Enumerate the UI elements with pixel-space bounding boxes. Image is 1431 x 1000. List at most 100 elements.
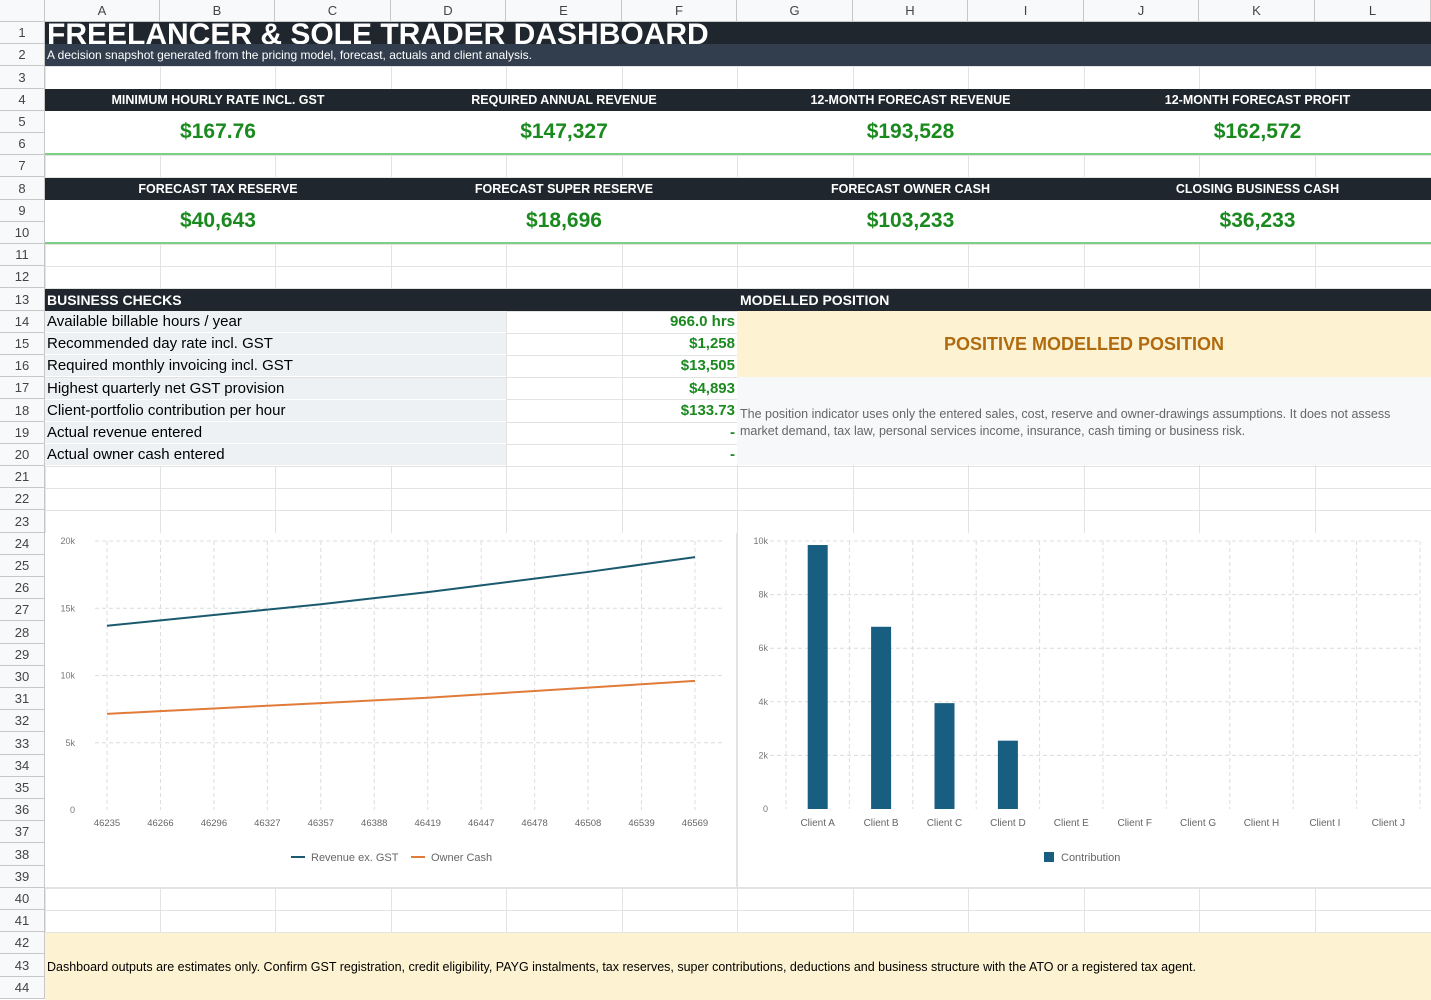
row-header-14[interactable]: 14 xyxy=(0,311,45,333)
bar-client-b xyxy=(871,626,892,809)
row-header-8[interactable]: 8 xyxy=(0,177,45,200)
row-header-43[interactable]: 43 xyxy=(0,954,45,977)
bar-chart-y-tick: 4k xyxy=(758,697,768,707)
bar-chart-container[interactable]: 0 2k 4k 6k 8k 10k Client A Client B Client C Clie… xyxy=(738,533,1431,888)
bar-chart-y-tick: 2k xyxy=(758,750,768,760)
column-gridline xyxy=(1315,22,1316,1000)
row-gridline xyxy=(45,266,1431,267)
kpi-value-tax-reserve: $40,643 xyxy=(180,209,256,232)
row-header-10[interactable]: 10 xyxy=(0,222,45,244)
row-header-34[interactable]: 34 xyxy=(0,755,45,777)
row-header-12[interactable]: 12 xyxy=(0,266,45,288)
row-header-32[interactable]: 32 xyxy=(0,710,45,732)
bar-client-d xyxy=(997,740,1018,809)
row-header-6[interactable]: 6 xyxy=(0,133,45,155)
check-value: $4,893 xyxy=(689,379,735,397)
row-header-30[interactable]: 30 xyxy=(0,666,45,688)
footer-note-box xyxy=(45,933,1431,1000)
kpi-label-required-annual-revenue: REQUIRED ANNUAL REVENUE xyxy=(471,93,657,107)
column-header-I[interactable]: I xyxy=(968,0,1084,22)
position-note-box xyxy=(737,377,1431,465)
row-header-24[interactable]: 24 xyxy=(0,533,45,555)
check-value: $1,258 xyxy=(689,335,735,353)
kpi-label-forecast-revenue: 12-MONTH FORECAST REVENUE xyxy=(810,93,1011,107)
bar-chart-y-tick: 8k xyxy=(758,590,768,600)
row-header-35[interactable]: 35 xyxy=(0,777,45,799)
row-header-38[interactable]: 38 xyxy=(0,843,45,866)
line-chart-y-tick: 10k xyxy=(60,671,75,681)
row-header-4[interactable]: 4 xyxy=(0,89,45,111)
bar-chart: 0 2k 4k 6k 8k 10k Client A Client B Client C Clie… xyxy=(753,536,1421,864)
column-header-E[interactable]: E xyxy=(506,0,622,22)
row-header-21[interactable]: 21 xyxy=(0,466,45,488)
column-header-G[interactable]: G xyxy=(737,0,853,22)
line-chart-x-tick: 46508 xyxy=(575,818,601,829)
column-header-C[interactable]: C xyxy=(275,0,391,22)
line-chart-x-tick: 46539 xyxy=(628,818,654,829)
row-header-15[interactable]: 15 xyxy=(0,333,45,355)
kpi-label-super-reserve: FORECAST SUPER RESERVE xyxy=(474,182,654,196)
select-all-corner[interactable] xyxy=(0,0,45,22)
title-band xyxy=(45,22,1431,44)
check-value: $133.73 xyxy=(680,401,735,419)
row-header-36[interactable]: 36 xyxy=(0,799,45,821)
row-header-42[interactable]: 42 xyxy=(0,932,45,954)
kpi-value-forecast-revenue: $193,528 xyxy=(866,120,955,143)
row-header-17[interactable]: 17 xyxy=(0,377,45,399)
row-header-16[interactable]: 16 xyxy=(0,355,45,377)
row-gridline xyxy=(45,66,1431,67)
row-header-3[interactable]: 3 xyxy=(0,66,45,89)
row-header-33[interactable]: 33 xyxy=(0,732,45,755)
row-header-39[interactable]: 39 xyxy=(0,866,45,888)
column-header-L[interactable]: L xyxy=(1315,0,1431,22)
line-series-owner-cash xyxy=(106,679,696,715)
row-header-40[interactable]: 40 xyxy=(0,888,45,910)
row-header-27[interactable]: 27 xyxy=(0,599,45,621)
row-header-5[interactable]: 5 xyxy=(0,111,45,133)
column-header-H[interactable]: H xyxy=(853,0,968,22)
row-header-22[interactable]: 22 xyxy=(0,488,45,510)
row-header-13[interactable]: 13 xyxy=(0,288,45,311)
bar-chart-y-tick: 6k xyxy=(758,643,768,653)
row-header-19[interactable]: 19 xyxy=(0,422,45,444)
line-chart-container[interactable]: 0 5k 10k 15k 20k 46235 46266 46296 46327 46357 463… xyxy=(45,533,737,888)
check-label: Recommended day rate incl. GST xyxy=(45,333,506,356)
line-chart-x-tick: 46357 xyxy=(308,818,334,829)
row-header-28[interactable]: 28 xyxy=(0,621,45,644)
bar-chart-x-tick: Client G xyxy=(1180,818,1216,829)
row-header-1[interactable]: 1 xyxy=(0,22,45,44)
column-gridline xyxy=(968,22,969,1000)
row-header-18[interactable]: 18 xyxy=(0,399,45,422)
column-header-K[interactable]: K xyxy=(1199,0,1315,22)
column-gridline xyxy=(275,22,276,1000)
line-chart-legend-label: Owner Cash xyxy=(431,852,492,864)
bar-chart-x-tick: Client C xyxy=(927,818,963,829)
column-header-D[interactable]: D xyxy=(391,0,506,22)
row-header-20[interactable]: 20 xyxy=(0,444,45,466)
row-header-23[interactable]: 23 xyxy=(0,510,45,533)
check-label: Actual owner cash entered xyxy=(45,444,506,467)
line-chart-x-tick: 46569 xyxy=(682,818,708,829)
check-label: Required monthly invoicing incl. GST xyxy=(45,355,506,378)
column-header-A[interactable]: A xyxy=(45,0,160,22)
footer-note: Dashboard outputs are estimates only. Co… xyxy=(47,960,1196,974)
row-header-26[interactable]: 26 xyxy=(0,577,45,599)
row-header-44[interactable]: 44 xyxy=(0,977,45,999)
row-header-2[interactable]: 2 xyxy=(0,44,45,66)
row-header-7[interactable]: 7 xyxy=(0,155,45,177)
line-chart-x-tick: 46388 xyxy=(361,818,387,829)
row-header-41[interactable]: 41 xyxy=(0,910,45,932)
row-header-9[interactable]: 9 xyxy=(0,200,45,222)
row-header-29[interactable]: 29 xyxy=(0,644,45,666)
kpi-label-tax-reserve: FORECAST TAX RESERVE xyxy=(138,182,298,196)
row-header-25[interactable]: 25 xyxy=(0,555,45,577)
column-header-B[interactable]: B xyxy=(160,0,275,22)
column-header-F[interactable]: F xyxy=(622,0,737,22)
row-header-37[interactable]: 37 xyxy=(0,821,45,843)
position-status: POSITIVE MODELLED POSITION xyxy=(943,334,1225,354)
column-header-J[interactable]: J xyxy=(1084,0,1199,22)
row-header-11[interactable]: 11 xyxy=(0,244,45,266)
line-chart-x-tick: 46327 xyxy=(254,818,280,829)
row-header-31[interactable]: 31 xyxy=(0,688,45,710)
line-chart-x-tick: 46478 xyxy=(521,818,547,829)
